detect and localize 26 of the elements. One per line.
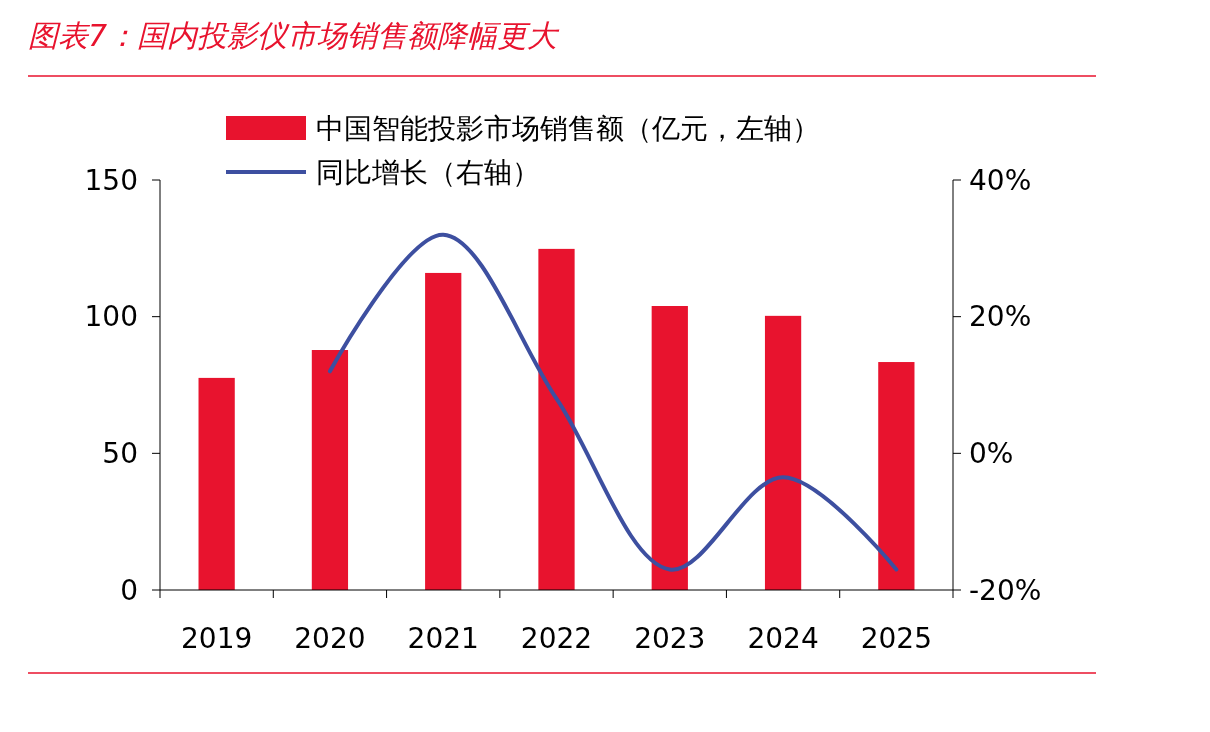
chart-title: 图表7：国内投影仪市场销售额降幅更大 bbox=[28, 18, 561, 53]
legend-label: 同比增长（右轴） bbox=[316, 155, 540, 189]
bar bbox=[198, 377, 235, 590]
bar bbox=[651, 306, 688, 590]
x-tick-label: 2023 bbox=[634, 621, 706, 655]
y-tick-label: 0 bbox=[120, 573, 138, 607]
legend-label: 中国智能投影市场销售额（亿元，左轴） bbox=[316, 111, 820, 145]
y2-tick-label: 40% bbox=[969, 163, 1032, 197]
bar bbox=[425, 272, 462, 590]
x-tick-label: 2025 bbox=[860, 621, 932, 655]
bar bbox=[311, 350, 349, 590]
x-tick-label: 2020 bbox=[294, 621, 366, 655]
line-series bbox=[327, 232, 899, 572]
y-tick-label: 100 bbox=[84, 300, 138, 334]
bar bbox=[878, 362, 915, 590]
y-tick-label: 50 bbox=[102, 437, 138, 471]
y2-tick-label: 0% bbox=[969, 437, 1014, 471]
x-tick-label: 2022 bbox=[520, 621, 593, 655]
x-tick-label: 2024 bbox=[747, 621, 819, 655]
bar bbox=[538, 248, 575, 590]
y-tick-label: 150 bbox=[84, 163, 138, 197]
bar bbox=[764, 315, 802, 590]
y2-tick-label: 20% bbox=[969, 300, 1032, 334]
y2-tick-label: -20% bbox=[969, 573, 1042, 607]
x-tick-label: 2021 bbox=[407, 621, 479, 655]
x-tick-label: 2019 bbox=[181, 621, 253, 655]
